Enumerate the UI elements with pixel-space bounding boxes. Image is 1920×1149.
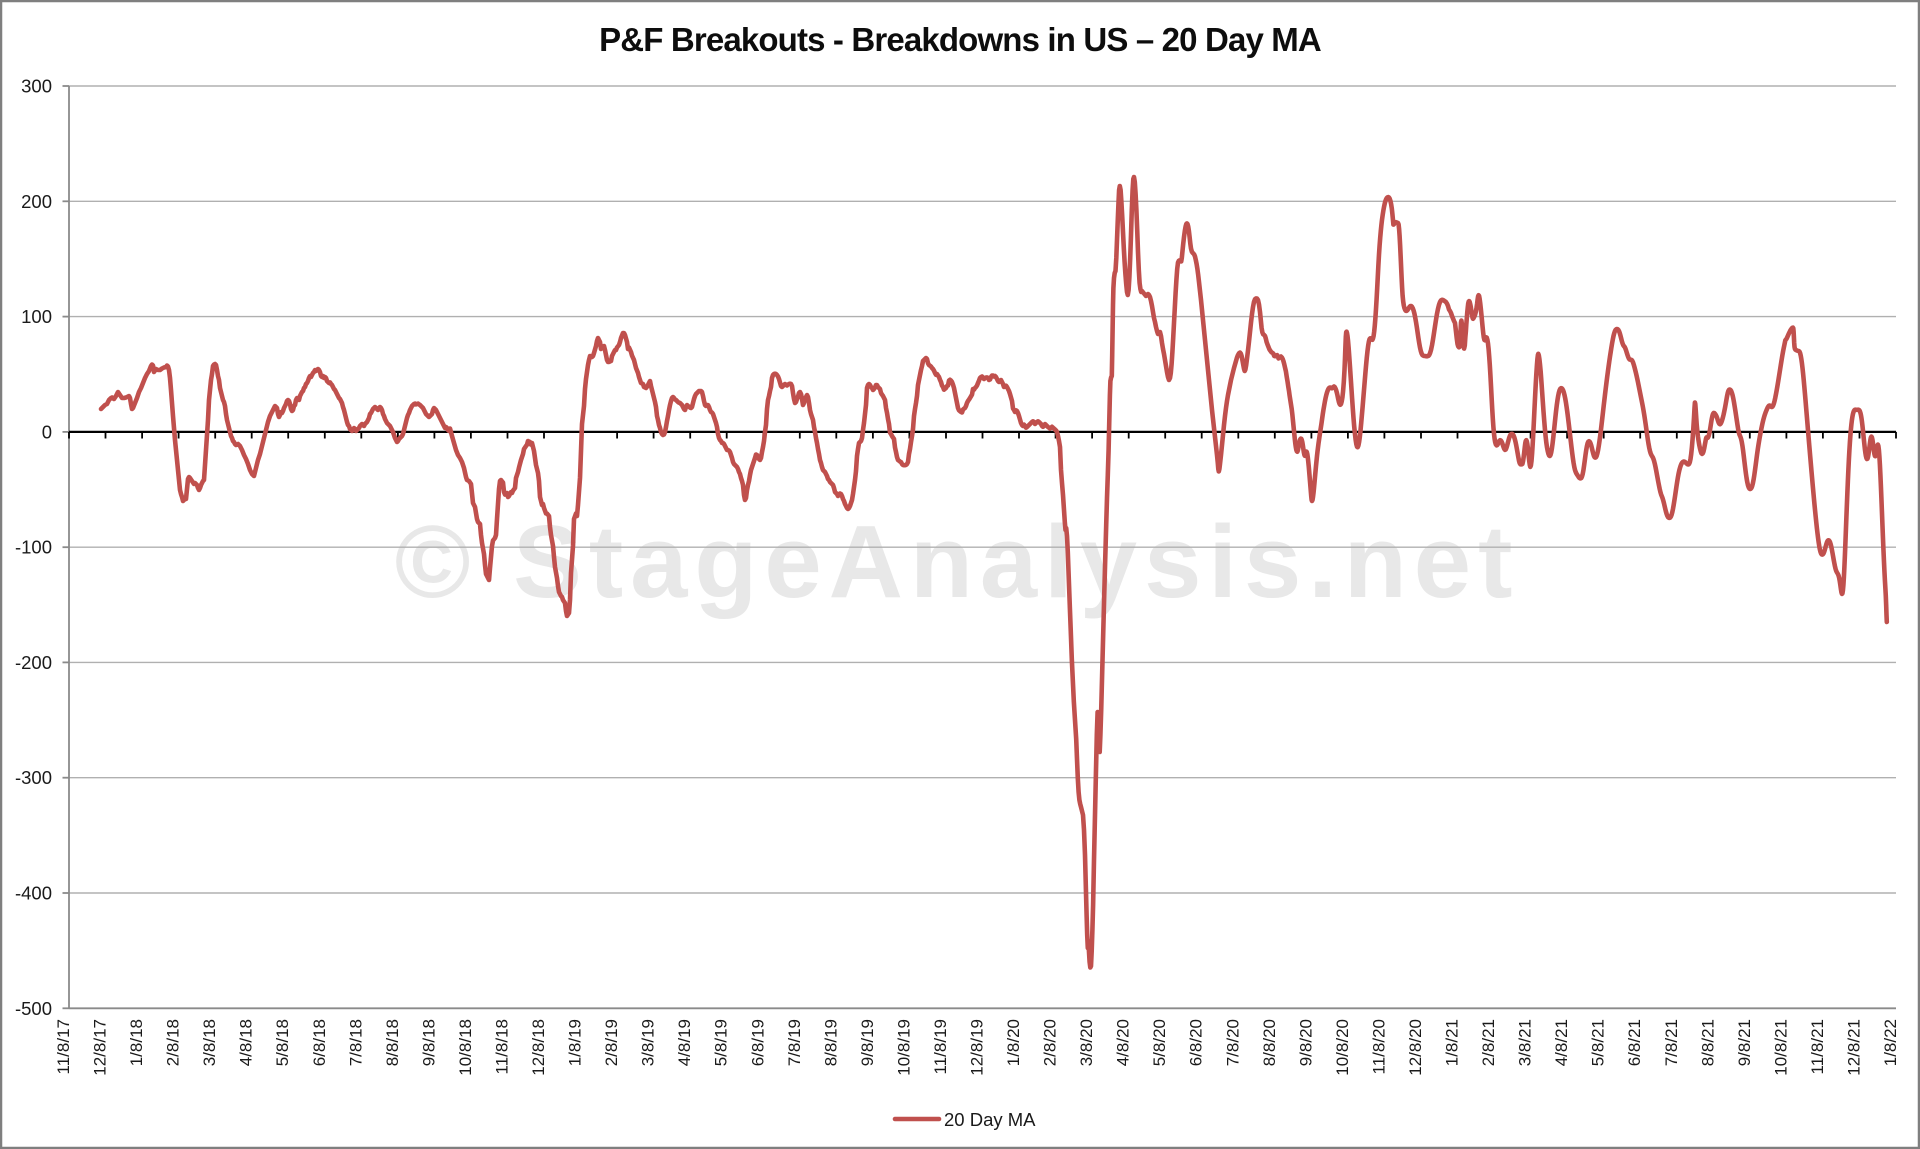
svg-text:-200: -200 — [15, 652, 52, 673]
svg-text:5/8/20: 5/8/20 — [1150, 1019, 1169, 1066]
svg-text:0: 0 — [42, 421, 52, 442]
svg-text:7/8/18: 7/8/18 — [346, 1019, 365, 1066]
svg-text:6/8/20: 6/8/20 — [1187, 1019, 1206, 1066]
svg-text:7/8/21: 7/8/21 — [1662, 1019, 1681, 1066]
svg-text:1/8/20: 1/8/20 — [1004, 1019, 1023, 1066]
svg-text:20 Day MA: 20 Day MA — [944, 1109, 1036, 1130]
svg-text:8/8/19: 8/8/19 — [821, 1019, 840, 1066]
svg-text:-400: -400 — [15, 883, 52, 904]
svg-text:10/8/18: 10/8/18 — [456, 1019, 475, 1076]
svg-text:8/8/20: 8/8/20 — [1260, 1019, 1279, 1066]
svg-text:9/8/19: 9/8/19 — [858, 1019, 877, 1066]
svg-text:6/8/19: 6/8/19 — [748, 1019, 767, 1066]
svg-text:3/8/20: 3/8/20 — [1077, 1019, 1096, 1066]
svg-text:9/8/20: 9/8/20 — [1296, 1019, 1315, 1066]
svg-text:12/8/21: 12/8/21 — [1845, 1019, 1864, 1076]
svg-text:4/8/20: 4/8/20 — [1114, 1019, 1133, 1066]
svg-text:1/8/21: 1/8/21 — [1443, 1019, 1462, 1066]
svg-text:7/8/19: 7/8/19 — [785, 1019, 804, 1066]
svg-text:10/8/21: 10/8/21 — [1771, 1019, 1790, 1076]
svg-text:10/8/19: 10/8/19 — [894, 1019, 913, 1076]
svg-text:8/8/18: 8/8/18 — [383, 1019, 402, 1066]
svg-text:100: 100 — [21, 306, 52, 327]
svg-text:11/8/18: 11/8/18 — [493, 1019, 512, 1074]
svg-text:6/8/18: 6/8/18 — [310, 1019, 329, 1066]
svg-text:12/8/19: 12/8/19 — [968, 1019, 987, 1076]
svg-text:-100: -100 — [15, 537, 52, 558]
svg-text:3/8/21: 3/8/21 — [1516, 1019, 1535, 1066]
svg-text:-500: -500 — [15, 998, 52, 1019]
svg-text:9/8/18: 9/8/18 — [419, 1019, 438, 1066]
svg-text:8/8/21: 8/8/21 — [1698, 1019, 1717, 1066]
svg-text:11/8/19: 11/8/19 — [931, 1019, 950, 1074]
svg-text:5/8/21: 5/8/21 — [1589, 1019, 1608, 1066]
svg-text:3/8/19: 3/8/19 — [639, 1019, 658, 1066]
svg-text:11/8/20: 11/8/20 — [1369, 1019, 1388, 1074]
svg-text:1/8/19: 1/8/19 — [566, 1019, 585, 1066]
svg-text:7/8/20: 7/8/20 — [1223, 1019, 1242, 1066]
svg-text:6/8/21: 6/8/21 — [1625, 1019, 1644, 1066]
svg-text:3/8/18: 3/8/18 — [200, 1019, 219, 1066]
svg-text:12/8/17: 12/8/17 — [91, 1019, 110, 1076]
svg-text:2/8/19: 2/8/19 — [602, 1019, 621, 1066]
svg-text:1/8/18: 1/8/18 — [127, 1019, 146, 1066]
svg-text:2/8/20: 2/8/20 — [1041, 1019, 1060, 1066]
svg-text:© StageAnalysis.net: © StageAnalysis.net — [395, 504, 1520, 619]
svg-text:4/8/19: 4/8/19 — [675, 1019, 694, 1066]
svg-text:11/8/17: 11/8/17 — [54, 1019, 73, 1074]
svg-text:11/8/21: 11/8/21 — [1808, 1019, 1827, 1074]
svg-text:200: 200 — [21, 191, 52, 212]
svg-text:5/8/19: 5/8/19 — [712, 1019, 731, 1066]
svg-text:4/8/21: 4/8/21 — [1552, 1019, 1571, 1066]
svg-text:9/8/21: 9/8/21 — [1735, 1019, 1754, 1066]
svg-text:1/8/22: 1/8/22 — [1881, 1019, 1900, 1066]
svg-text:12/8/20: 12/8/20 — [1406, 1019, 1425, 1076]
svg-text:12/8/18: 12/8/18 — [529, 1019, 548, 1076]
svg-text:-300: -300 — [15, 767, 52, 788]
svg-text:P&F Breakouts - Breakdowns in: P&F Breakouts - Breakdowns in US – 20 Da… — [599, 21, 1321, 58]
svg-text:2/8/21: 2/8/21 — [1479, 1019, 1498, 1066]
svg-text:5/8/18: 5/8/18 — [273, 1019, 292, 1066]
svg-text:2/8/18: 2/8/18 — [164, 1019, 183, 1066]
svg-text:300: 300 — [21, 76, 52, 97]
svg-text:10/8/20: 10/8/20 — [1333, 1019, 1352, 1076]
svg-text:4/8/18: 4/8/18 — [237, 1019, 256, 1066]
